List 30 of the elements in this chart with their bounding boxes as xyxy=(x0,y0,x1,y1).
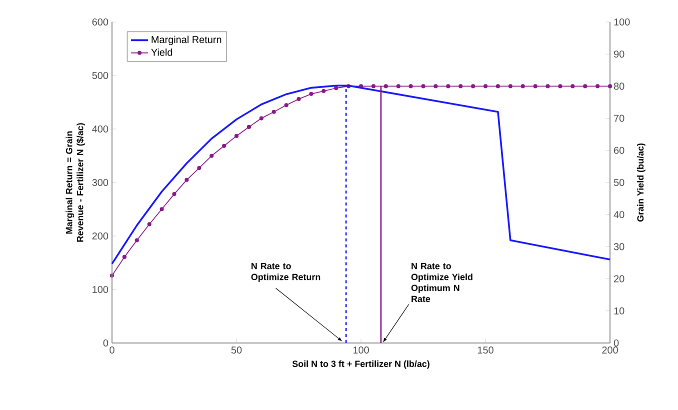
legend-label: Yield xyxy=(151,48,172,56)
x-axis-title: Soil N to 3 ft + Fertilizer N (lb/ac) xyxy=(292,360,430,369)
x-tick-label: 100 xyxy=(353,346,369,354)
y-tick-label: 100 xyxy=(92,286,108,294)
y2-tick-label: 0 xyxy=(614,339,619,347)
y2-tick-label: 30 xyxy=(614,243,624,250)
y2-tick-label: 10 xyxy=(614,307,624,314)
y2-tick-label: 50 xyxy=(614,178,624,186)
y2-tick-label: 100 xyxy=(614,18,630,26)
x-tick-label: 200 xyxy=(602,346,618,354)
y-tick-label: 200 xyxy=(92,232,108,240)
y-tick-label: 400 xyxy=(92,125,108,133)
x-tick-label: 150 xyxy=(478,346,494,354)
y2-tick-label: 20 xyxy=(614,275,624,282)
y2-tick-label: 80 xyxy=(614,82,624,90)
y2-tick-label: 70 xyxy=(614,114,624,122)
y2-tick-label: 40 xyxy=(614,211,624,218)
ref-line-label: N Rate to Optimize Return xyxy=(251,262,320,282)
y-tick-label: 300 xyxy=(92,178,108,186)
x-tick-label: 50 xyxy=(231,346,242,354)
legend-label: Marginal Return xyxy=(152,36,222,46)
ref-line-label: N Rate to Optimize Yield Optimum N Rate xyxy=(411,262,472,302)
y2-axis-title: Grain Yield (bu/ac) xyxy=(636,143,646,222)
x-tick-label: 0 xyxy=(110,346,114,354)
y-tick-label: 500 xyxy=(92,72,108,80)
y-tick-label: 600 xyxy=(92,18,108,26)
y-tick-label: 0 xyxy=(103,339,108,347)
y-axis-title: Marginal Return = Grain Revenue - Fertilizer N ($/ac) xyxy=(66,123,86,242)
y2-tick-label: 60 xyxy=(614,146,624,154)
y2-tick-label: 90 xyxy=(614,50,624,58)
